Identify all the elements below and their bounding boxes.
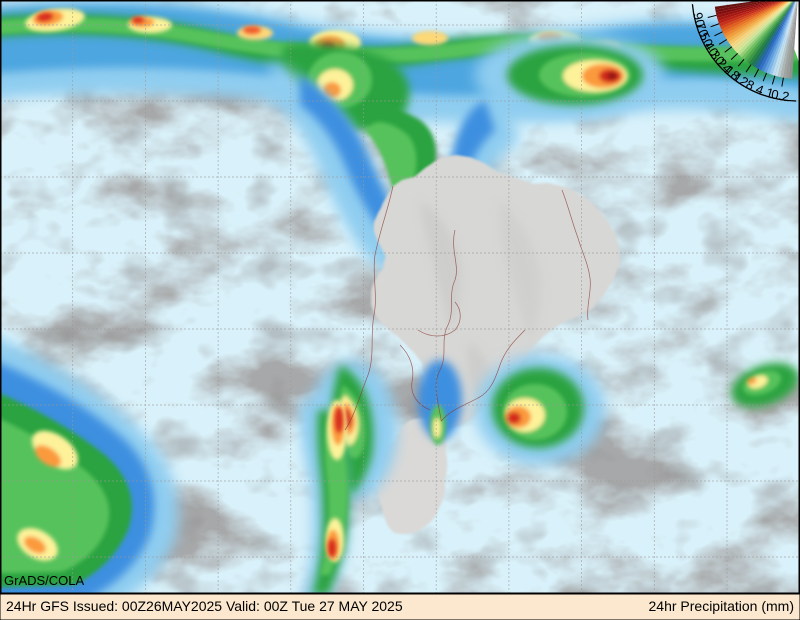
svg-text:24Hr GFS Issued: 00Z26MAY2025: 24Hr GFS Issued: 00Z26MAY2025 Valid: 00Z… xyxy=(6,598,403,614)
svg-text:GrADS/COLA: GrADS/COLA xyxy=(4,573,85,588)
svg-text:0.2: 0.2 xyxy=(770,86,790,104)
svg-text:24hr Precipitation (mm): 24hr Precipitation (mm) xyxy=(649,598,795,614)
